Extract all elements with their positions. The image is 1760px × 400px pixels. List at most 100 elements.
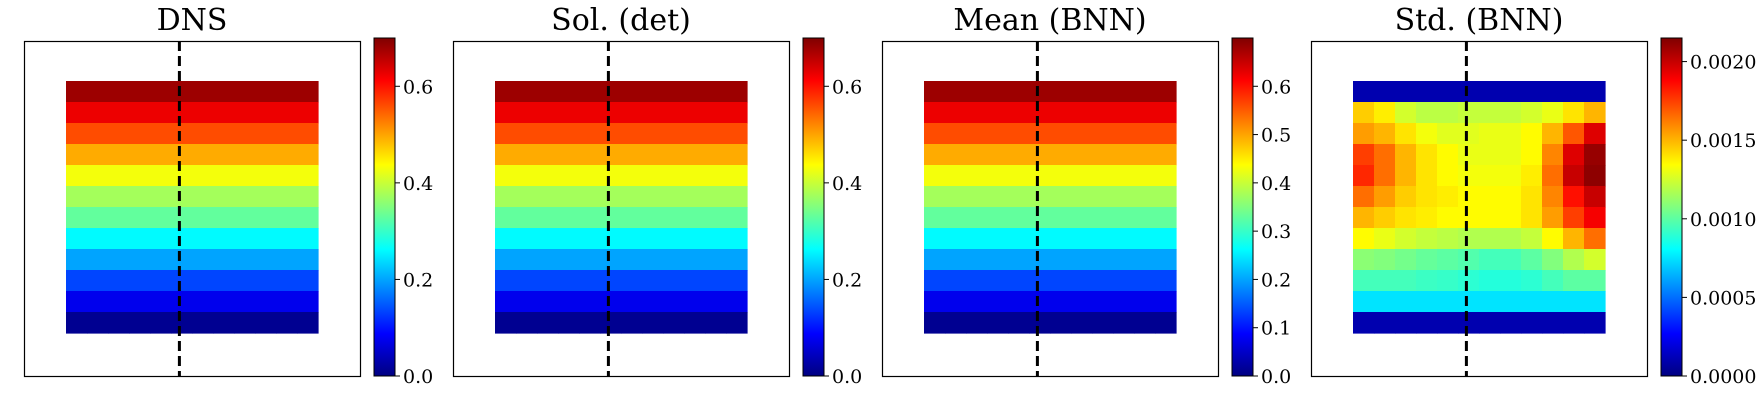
heatmap-cell [1374,186,1396,208]
heatmap-cell [600,81,622,103]
heatmap-cell [150,228,172,250]
heatmap-cell [987,144,1009,166]
heatmap-cell [87,144,109,166]
heatmap-cell [924,249,946,271]
colorbar-tick-label: 0.0010 [1690,209,1756,231]
heatmap-cell [129,123,151,145]
heatmap-cell [1113,81,1135,103]
heatmap-cell [1542,249,1564,271]
heatmap-cell [705,249,727,271]
heatmap-cell [966,312,988,334]
heatmap-cell [171,165,193,187]
axes-frame [881,40,1220,378]
heatmap-cell [1029,165,1051,187]
heatmap-cell [255,312,277,334]
heatmap-cell [579,81,601,103]
heatmap-cell [66,123,88,145]
heatmap-cell [1113,270,1135,292]
heatmap-cell [1563,249,1585,271]
colorbar-tick-label: 0.0005 [1690,287,1756,309]
heatmap-cell [276,228,298,250]
heatmap-cell [516,312,538,334]
heatmap-cell [684,123,706,145]
heatmap-cell [945,312,967,334]
heatmap-cell [924,291,946,313]
heatmap-cell [1092,81,1114,103]
heatmap-cell [1416,165,1438,187]
heatmap-cell [1134,186,1156,208]
heatmap-cell [1134,249,1156,271]
heatmap-cell [108,186,130,208]
heatmap-cell [1542,207,1564,229]
heatmap-cell [1395,123,1417,145]
heatmap-cell [1050,102,1072,124]
heatmap-cell [621,291,643,313]
heatmap-cell [1479,102,1501,124]
heatmap-cell [621,312,643,334]
heatmap-cell [1395,291,1417,313]
heatmap-cell [621,207,643,229]
heatmap-cell [579,144,601,166]
heatmap-cell [1584,270,1606,292]
heatmap-cell [1071,144,1093,166]
heatmap-cell [1416,249,1438,271]
heatmap-cell [987,312,1009,334]
heatmap-cell [558,102,580,124]
heatmap-cell [705,81,727,103]
heatmap-cell [234,249,256,271]
heatmap-cell [537,228,559,250]
heatmap-cell [1008,144,1030,166]
heatmap-cell [537,291,559,313]
heatmap-cell [276,249,298,271]
heatmap-cell [1092,291,1114,313]
heatmap-cell [1416,270,1438,292]
heatmap-cell [1584,144,1606,166]
heatmap-cell [171,249,193,271]
heatmap-cell [1395,228,1417,250]
heatmap-cell [213,249,235,271]
heatmap-cell [234,165,256,187]
heatmap-cell [87,81,109,103]
heatmap-cell [966,123,988,145]
heatmap-cell [1395,186,1417,208]
heatmap-cell [66,207,88,229]
heatmap-cell [1374,249,1396,271]
heatmap-cell [213,270,235,292]
colorbar-tick-label: 0.2 [403,269,433,291]
heatmap-cell [642,249,664,271]
heatmap-cell [1563,312,1585,334]
heatmap-cell [495,165,517,187]
panel-2: Sol. (det) 0.0 0.2 0.4 0.6 [452,3,862,388]
heatmap-cell [1353,144,1375,166]
heatmap-cell [726,144,748,166]
heatmap-cell [945,249,967,271]
heatmap-cell [1479,144,1501,166]
heatmap-cell [1521,165,1543,187]
heatmap-cell [129,249,151,271]
heatmap-cell [297,81,319,103]
heatmap-cell [171,123,193,145]
heatmap-cell [663,228,685,250]
heatmap-cell [924,186,946,208]
heatmap-cell [642,207,664,229]
heatmap-cell [213,207,235,229]
heatmap-cell [1008,207,1030,229]
heatmap-cell [108,102,130,124]
heatmap-cell [1521,312,1543,334]
heatmap-cell [1374,81,1396,103]
heatmap-cell [516,291,538,313]
heatmap-cell [1353,165,1375,187]
colorbar-tick-label: 0.6 [832,76,862,98]
heatmap-cell [1584,102,1606,124]
heatmap-cell [1155,165,1177,187]
heatmap-cell [705,102,727,124]
heatmap-cell [1029,123,1051,145]
heatmap-cell [213,228,235,250]
heatmap-cell [1479,291,1501,313]
heatmap-cell [945,81,967,103]
heatmap-cell [966,165,988,187]
heatmap-cell [276,165,298,187]
heatmap-cell [1008,312,1030,334]
heatmap-cell [1458,165,1480,187]
heatmap-cell [1584,207,1606,229]
